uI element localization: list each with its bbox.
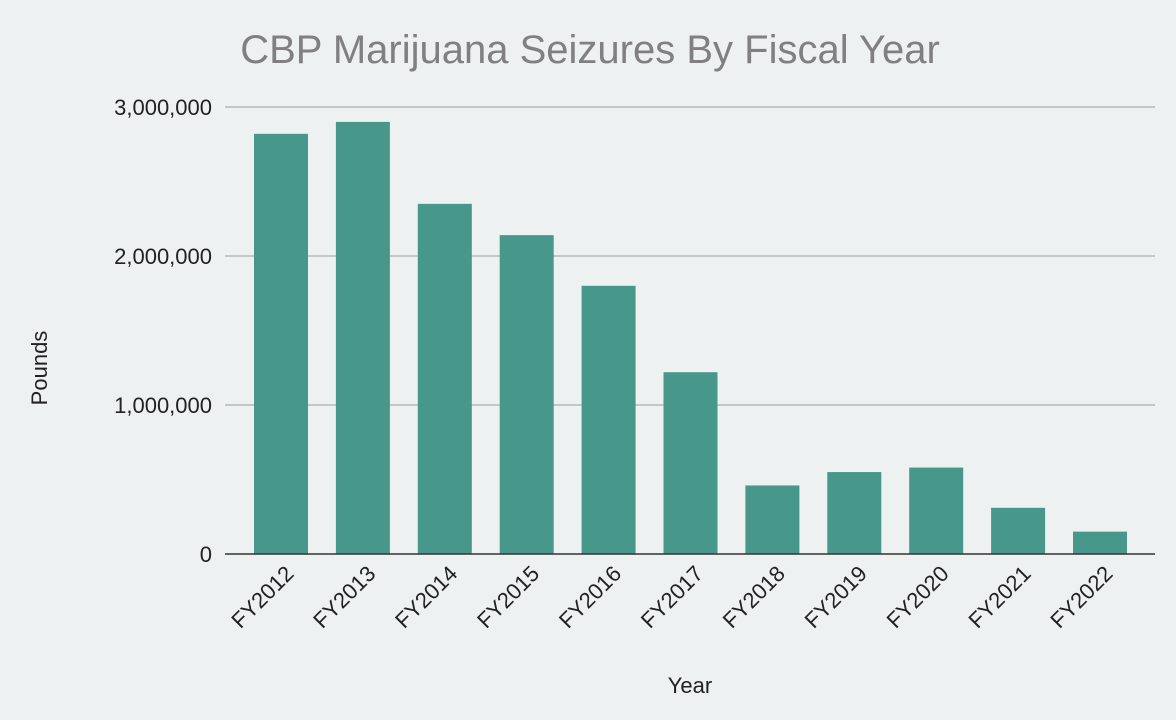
y-axis-title: Pounds (27, 331, 52, 406)
bars (254, 121, 1127, 555)
bar-fy2012 (254, 133, 308, 554)
bar-fy2014 (417, 203, 472, 554)
x-tick-label: FY2012 (226, 561, 298, 633)
x-tick-label: FY2016 (554, 561, 626, 633)
y-axis-ticks: 0 1,000,000 2,000,000 3,000,000 (114, 95, 212, 567)
bar-fy2021 (991, 507, 1046, 554)
x-tick-label: FY2013 (308, 561, 380, 633)
x-axis-title: Year (668, 673, 712, 698)
y-tick-label: 0 (200, 542, 212, 567)
x-tick-label: FY2022 (1045, 561, 1117, 633)
y-tick-label: 1,000,000 (114, 393, 212, 418)
bar-fy2017 (663, 372, 718, 554)
x-tick-label: FY2018 (718, 561, 790, 633)
bar-fy2013 (335, 121, 390, 555)
x-tick-label: FY2019 (800, 561, 872, 633)
bar-fy2015 (499, 235, 554, 554)
bar-fy2016 (581, 285, 636, 554)
x-axis-ticks: FY2012 FY2013 FY2014 FY2015 FY2016 FY2017 FY20… (226, 561, 1117, 633)
bar-fy2019 (827, 472, 882, 554)
x-tick-label: FY2014 (390, 561, 462, 633)
x-tick-label: FY2021 (963, 561, 1035, 633)
bar-fy2018 (745, 485, 800, 554)
bar-fy2020 (909, 467, 964, 554)
x-tick-label: FY2020 (882, 561, 954, 633)
y-tick-label: 2,000,000 (114, 244, 212, 269)
bar-fy2022 (1073, 531, 1127, 554)
chart-title: CBP Marijuana Seizures By Fiscal Year (240, 28, 940, 72)
x-tick-label: FY2015 (472, 561, 544, 633)
y-tick-label: 3,000,000 (114, 95, 212, 120)
x-tick-label: FY2017 (636, 561, 708, 633)
